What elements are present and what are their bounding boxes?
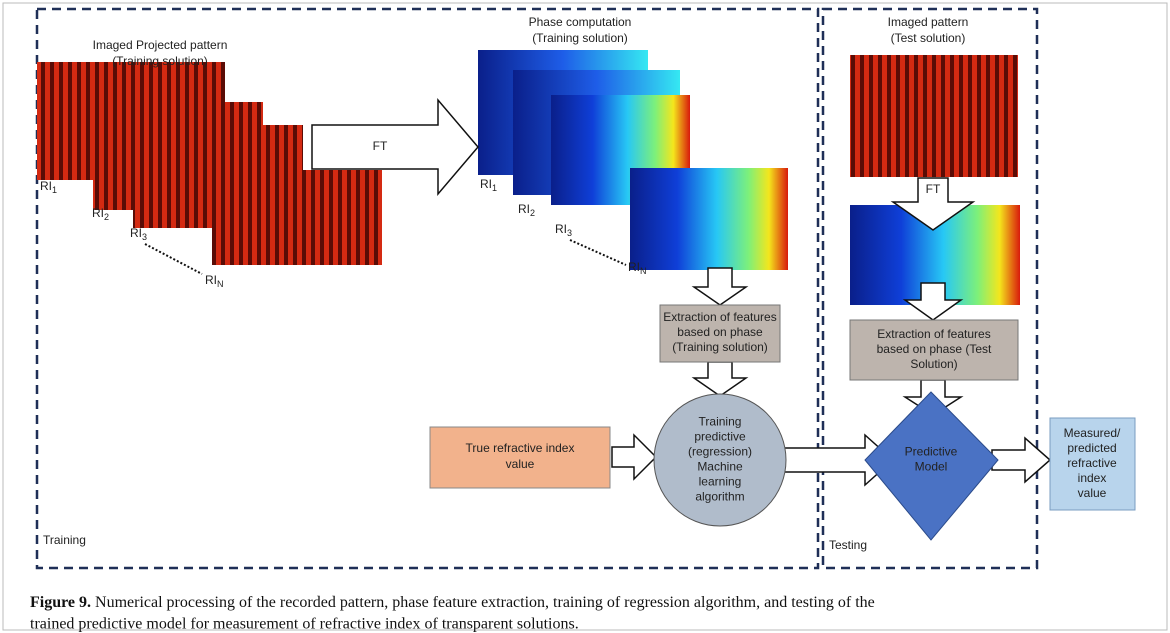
title: (Test solution): [891, 31, 966, 45]
title: (Training solution): [112, 54, 208, 68]
node-label: Extraction of features: [877, 327, 990, 341]
node-label: value: [1078, 486, 1107, 500]
fringe-image: [850, 55, 1018, 177]
arrow: [694, 362, 746, 396]
image-label: RI3: [130, 226, 147, 242]
section-label: Testing: [829, 538, 867, 552]
title: Phase computation: [529, 15, 632, 29]
node-label: value: [506, 457, 535, 471]
image-label: RI1: [480, 177, 497, 193]
image-label: RIN: [205, 273, 224, 289]
title: (Training solution): [532, 31, 628, 45]
node-label: Machine: [697, 460, 743, 474]
node-label: True refractive index: [466, 441, 575, 455]
node-label: refractive: [1067, 456, 1117, 470]
node-label: index: [1078, 471, 1107, 485]
diagram-nodes: [430, 305, 1135, 540]
arrow: [694, 268, 746, 305]
arrow: [612, 435, 656, 479]
arrow-label: FT: [373, 139, 388, 153]
node-label: predictive: [694, 430, 746, 444]
caption: trained predictive model for measurement…: [30, 616, 579, 633]
node-label: Measured/: [1064, 426, 1121, 440]
figure: Imaged Projected pattern (Training solut…: [0, 0, 1170, 633]
node-label: Model: [915, 460, 948, 474]
node-label: based on phase (Test: [877, 342, 992, 356]
node-label: based on phase: [677, 325, 763, 339]
ellipsis-line: [145, 244, 202, 274]
node-label: Predictive: [905, 445, 958, 459]
section-label: Training: [43, 533, 86, 547]
node-label: algorithm: [695, 490, 744, 504]
fringe-image: [212, 170, 382, 265]
node-label: (Training solution): [672, 340, 768, 354]
node-label: learning: [699, 475, 742, 489]
node-label: Training: [699, 415, 742, 429]
ellipsis-line: [570, 240, 626, 265]
node-label: Solution): [910, 357, 957, 371]
title: Imaged Projected pattern: [93, 38, 228, 52]
title: Imaged pattern: [888, 15, 969, 29]
phase-image: [630, 168, 788, 270]
image-label: RI3: [555, 222, 572, 238]
caption: Figure 9. Numerical processing of the re…: [30, 594, 875, 611]
image-label: RI2: [518, 202, 535, 218]
arrow: [992, 438, 1050, 482]
arrow-label: FT: [926, 182, 941, 196]
diagram-shapes: [37, 50, 1020, 305]
node-label: predicted: [1067, 441, 1116, 455]
image-label: RI1: [40, 179, 57, 195]
node-label: Extraction of features: [663, 310, 776, 324]
node-label: (regression): [688, 445, 752, 459]
